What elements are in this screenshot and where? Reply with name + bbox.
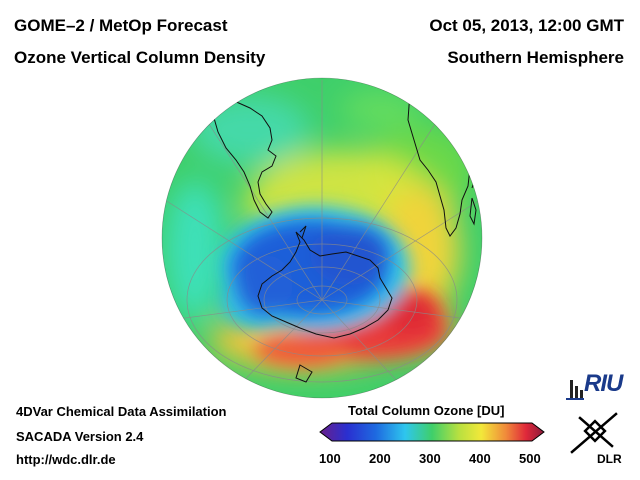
colorbar-tick-label: 100 <box>319 451 341 466</box>
colorbar-tick-label: 400 <box>469 451 491 466</box>
method-label: 4DVar Chemical Data Assimilation <box>16 404 227 419</box>
colorbar-tick-label: 300 <box>419 451 441 466</box>
colorbar-tick-label: 500 <box>519 451 541 466</box>
riu-logo: RIU <box>566 370 628 402</box>
dlr-logo-text: DLR <box>597 452 622 466</box>
ozone-field <box>162 78 482 398</box>
riu-logo-text: RIU <box>584 370 623 397</box>
riu-emblem-icon <box>566 380 584 400</box>
colorbar-title: Total Column Ozone [DU] <box>348 403 505 418</box>
parameter-title: Ozone Vertical Column Density <box>14 48 266 67</box>
colorbar-tick-label: 200 <box>369 451 391 466</box>
date-title: Oct 05, 2013, 12:00 GMT <box>429 16 624 35</box>
product-title: GOME–2 / MetOp Forecast <box>14 16 228 35</box>
colorbar <box>319 422 545 442</box>
region-title: Southern Hemisphere <box>447 48 624 67</box>
dlr-emblem-icon <box>570 412 618 454</box>
url-link[interactable]: http://wdc.dlr.de <box>16 452 116 467</box>
version-label: SACADA Version 2.4 <box>16 429 144 444</box>
